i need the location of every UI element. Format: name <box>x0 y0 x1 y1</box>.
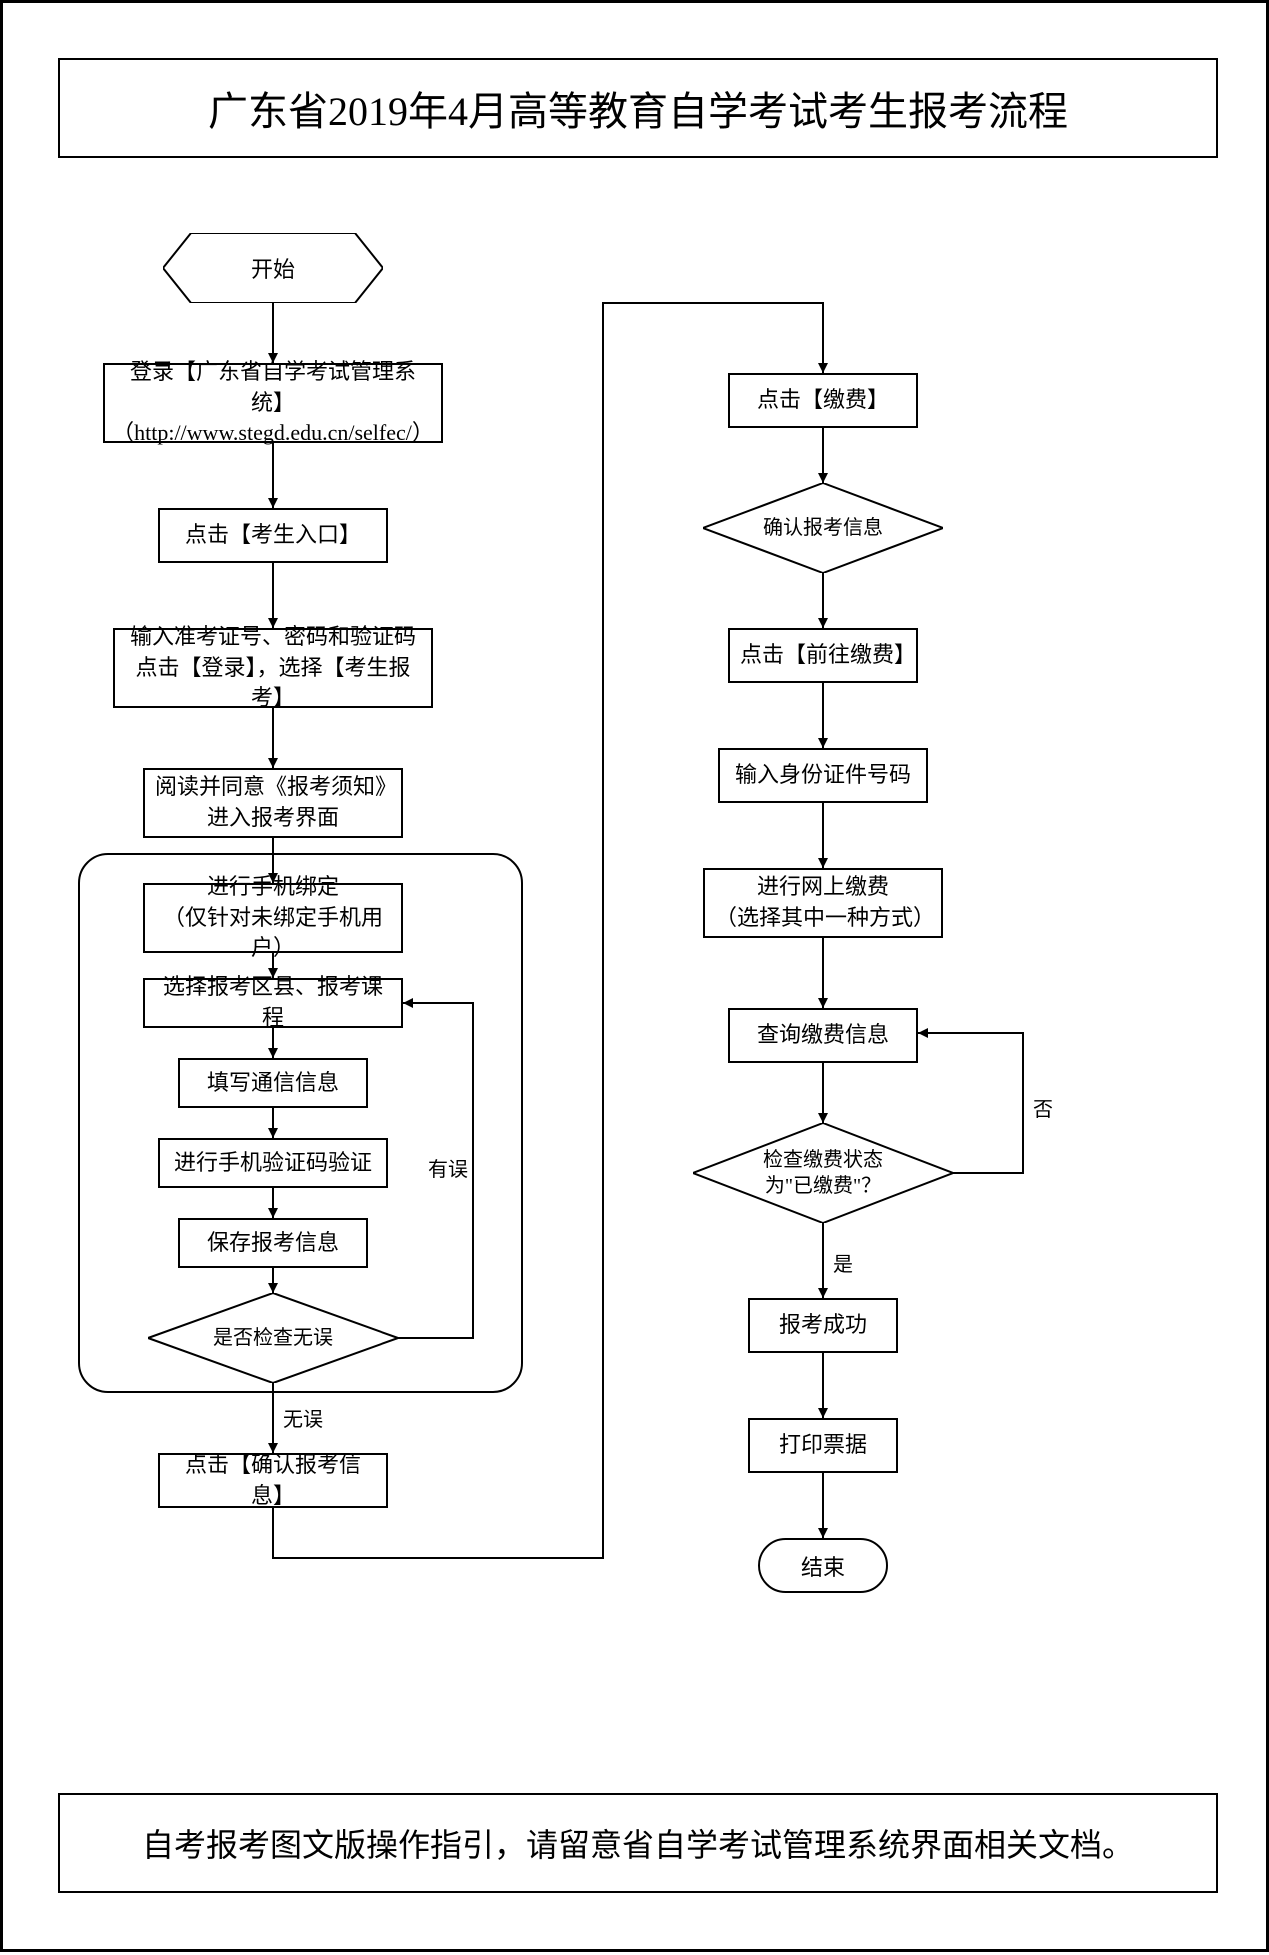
footer-box: 自考报考图文版操作指引，请留意省自学考试管理系统界面相关文档。 <box>58 1793 1218 1893</box>
edge-label-check2-query: 否 <box>1033 1093 1053 1122</box>
node-fill: 填写通信信息 <box>178 1058 368 1108</box>
node-start: 开始 <box>163 233 383 303</box>
node-query: 查询缴费信息 <box>728 1008 918 1063</box>
footer-text: 自考报考图文版操作指引，请留意省自学考试管理系统界面相关文档。 <box>142 1820 1134 1866</box>
edge-label-check1-select: 有误 <box>428 1153 468 1182</box>
node-confirm2: 确认报考信息 <box>703 483 943 573</box>
node-idno: 输入身份证件号码 <box>718 748 928 803</box>
node-select: 选择报考区县、报考课程 <box>143 978 403 1028</box>
node-pay: 点击【缴费】 <box>728 373 918 428</box>
node-print: 打印票据 <box>748 1418 898 1473</box>
node-read: 阅读并同意《报考须知》进入报考界面 <box>143 768 403 838</box>
title-text: 广东省2019年4月高等教育自学考试考生报考流程 <box>208 79 1068 137</box>
node-online: 进行网上缴费（选择其中一种方式） <box>703 868 943 938</box>
node-check1: 是否检查无误 <box>148 1293 398 1383</box>
node-success: 报考成功 <box>748 1298 898 1353</box>
node-login: 登录【广东省自学考试管理系统】（http://www.stegd.edu.cn/… <box>103 363 443 443</box>
node-input: 输入准考证号、密码和验证码点击【登录】，选择【考生报考】 <box>113 628 433 708</box>
edge-label-check1-confirm: 无误 <box>283 1403 323 1432</box>
node-confirm: 点击【确认报考信息】 <box>158 1453 388 1508</box>
flowchart-page: 广东省2019年4月高等教育自学考试考生报考流程 自考报考图文版操作指引，请留意… <box>0 0 1269 1952</box>
node-check2: 检查缴费状态为"已缴费"？ <box>693 1123 953 1223</box>
node-entry: 点击【考生入口】 <box>158 508 388 563</box>
title-box: 广东省2019年4月高等教育自学考试考生报考流程 <box>58 58 1218 158</box>
edge-label-check2-success: 是 <box>833 1248 853 1277</box>
node-end: 结束 <box>758 1538 888 1593</box>
node-verify: 进行手机验证码验证 <box>158 1138 388 1188</box>
node-bind: 进行手机绑定（仅针对未绑定手机用户） <box>143 883 403 953</box>
node-save: 保存报考信息 <box>178 1218 368 1268</box>
node-gopay: 点击【前往缴费】 <box>728 628 918 683</box>
